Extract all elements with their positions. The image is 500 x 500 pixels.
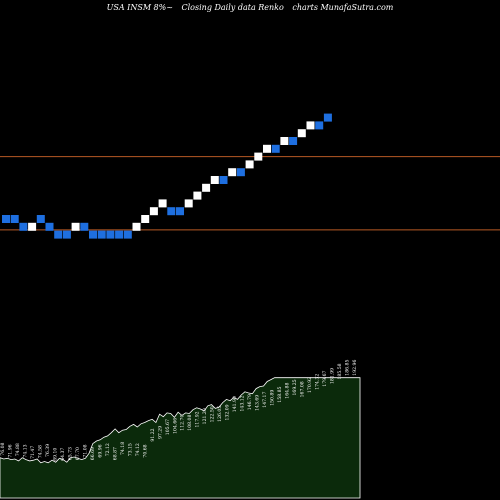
- volume-label: 147.17: [262, 392, 268, 408]
- ticker-label: USA INSM 8%~: [106, 3, 173, 12]
- renko-brick-down: [123, 230, 132, 239]
- volume-label: 91.22: [150, 428, 156, 441]
- renko-brick-up: [306, 121, 315, 130]
- volume-label: 76.39: [45, 444, 51, 457]
- volume-label: 74.58: [37, 445, 43, 458]
- volume-label: 74.18: [120, 442, 126, 455]
- volume-label: 192.96: [352, 360, 358, 376]
- volume-label: 71.47: [30, 446, 36, 459]
- volume-label: 64.37: [60, 448, 66, 461]
- volume-label: 174.32: [315, 374, 321, 390]
- renko-brick-down: [2, 215, 10, 223]
- renko-brick-up: [132, 222, 141, 231]
- renko-brick-down: [106, 230, 115, 239]
- volume-label: 76.08: [0, 442, 6, 455]
- renko-brick-down: [54, 230, 63, 239]
- volume-label: 158.85: [277, 386, 283, 402]
- volume-label: 74.12: [135, 443, 141, 456]
- renko-brick-down: [89, 230, 97, 239]
- renko-brick-up: [28, 222, 37, 231]
- renko-brick-up: [228, 168, 237, 177]
- volume-label: 117.92: [195, 411, 201, 427]
- renko-brick-up: [184, 199, 193, 208]
- volume-label: 69.96: [97, 444, 103, 457]
- renko-brick-down: [115, 230, 124, 239]
- renko-brick-down: [289, 137, 298, 145]
- volume-label: 141.90: [232, 396, 238, 412]
- volume-label: 69.10: [52, 448, 58, 461]
- volume-area-path: [0, 377, 361, 499]
- volume-label: 122.50: [210, 406, 216, 422]
- renko-brick-up: [280, 137, 289, 145]
- volume-label: 179.67: [322, 370, 328, 386]
- volume-label: 143.12: [240, 395, 246, 411]
- volume-label: 132.09: [225, 404, 231, 420]
- volume-label: 170.92: [307, 377, 313, 393]
- volume-label: 121.29: [202, 408, 208, 424]
- volume-label: 186.85: [345, 360, 351, 376]
- volume-label: 97.29: [157, 426, 163, 439]
- renko-brick-up: [254, 152, 263, 161]
- volume-area: [0, 377, 361, 499]
- renko-brick-up: [71, 222, 80, 231]
- volume-label: 65.73: [67, 447, 73, 460]
- volume-label: 181.99: [330, 368, 336, 384]
- volume-label: 73.15: [127, 443, 133, 456]
- description-label: Closing Daily data Renko: [181, 3, 284, 12]
- renko-brick-down: [219, 176, 228, 184]
- volume-label: 169.25: [292, 379, 298, 395]
- renko-brick-up: [210, 176, 219, 184]
- volume-label: 104.66: [172, 418, 178, 434]
- renko-brick-up: [149, 207, 158, 216]
- volume-label: 143.69: [255, 395, 261, 411]
- volume-label: 108.08: [187, 415, 193, 431]
- volume-label: 164.88: [285, 383, 291, 399]
- volume-label: 67.70: [75, 447, 81, 460]
- renko-brick-down: [45, 222, 54, 231]
- renko-brick-down: [323, 113, 332, 122]
- renko-brick-down: [167, 207, 176, 216]
- volume-label: 66.69: [90, 447, 96, 460]
- renko-brick-down: [315, 121, 324, 130]
- renko-brick-up: [193, 191, 202, 200]
- volume-label: 105.67: [165, 419, 171, 435]
- volume-label: 74.88: [15, 443, 21, 456]
- renko-brick-down: [80, 222, 89, 231]
- renko-brick-down: [236, 168, 245, 177]
- renko-brick-up: [141, 215, 150, 223]
- renko-brick-down: [176, 207, 184, 216]
- volume-label: 112.70: [180, 415, 186, 431]
- volume-label: 70.68: [142, 444, 148, 457]
- renko-brick-down: [10, 215, 19, 223]
- renko-bricks: [2, 113, 332, 239]
- renko-brick-up: [158, 199, 167, 208]
- volume-label: 167.08: [300, 381, 306, 397]
- site-label: charts MunafaSutra.com: [292, 3, 394, 12]
- volume-labels: 76.08 71.96 74.88 74.13 71.47 74.58 76.39 69.10…: [0, 360, 358, 461]
- volume-label: 150.89: [270, 390, 276, 406]
- renko-brick-down: [62, 230, 71, 239]
- renko-brick-down: [19, 222, 28, 231]
- renko-brick-down: [97, 230, 106, 239]
- renko-brick-up: [245, 160, 254, 169]
- volume-label: 74.13: [23, 444, 29, 457]
- renko-brick-up: [263, 144, 271, 153]
- chart-header: USA INSM 8%~ Closing Daily data Renko ch…: [0, 3, 500, 12]
- volume-label: 126.05: [217, 406, 223, 422]
- volume-label: 71.96: [8, 444, 14, 457]
- renko-brick-down: [36, 215, 45, 223]
- volume-label: 72.12: [105, 443, 111, 456]
- volume-label: 68.87: [112, 447, 118, 460]
- volume-label: 146.79: [247, 394, 253, 410]
- volume-label: 71.08: [82, 444, 88, 457]
- renko-brick-down: [271, 144, 280, 153]
- volume-label: 185.58: [337, 363, 343, 379]
- renko-brick-up: [297, 129, 306, 138]
- renko-brick-up: [202, 183, 211, 192]
